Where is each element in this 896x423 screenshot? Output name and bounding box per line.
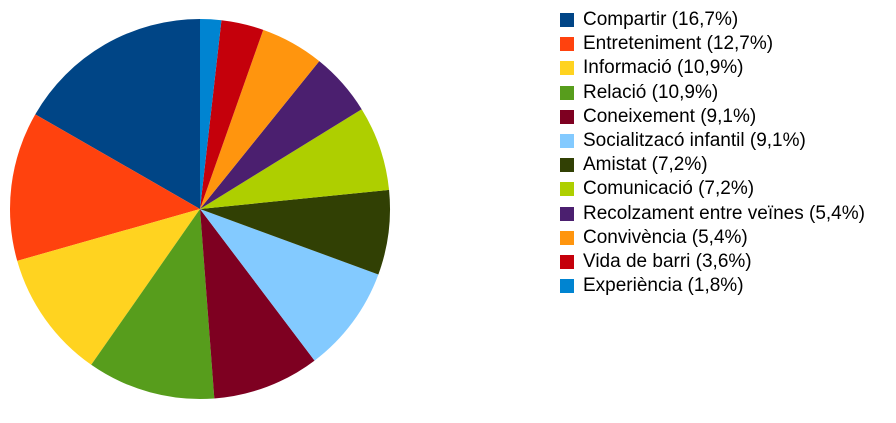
legend-item: Informació (10,9%) [560, 56, 890, 80]
pie-slice [200, 61, 362, 209]
legend-label: Entreteniment (12,7%) [583, 33, 774, 55]
legend-label: Coneixement (9,1%) [583, 105, 757, 127]
legend-swatch [560, 13, 574, 27]
legend-label: Convivència (5,4%) [583, 226, 748, 248]
legend-item: Vida de barri (3,6%) [560, 250, 890, 274]
legend-swatch [560, 109, 574, 124]
legend-swatch [560, 61, 574, 76]
legend-swatch [560, 230, 574, 245]
pie-slice [9, 114, 200, 261]
legend-swatch [560, 206, 574, 221]
legend-label: Comunicació (7,2%) [583, 178, 755, 200]
legend-item: Coneixement (9,1%) [560, 105, 890, 129]
legend-swatch [560, 182, 574, 197]
legend-item: Relació (10,9%) [560, 81, 890, 105]
legend-item: Socialitzacó infantil (9,1%) [560, 129, 890, 153]
pie-slice [35, 19, 201, 209]
legend-item: Amistat (7,2%) [560, 153, 890, 177]
pie-area [9, 19, 390, 399]
legend-item: Recolzament entre veïnes (5,4%) [560, 202, 890, 226]
legend-swatch [560, 158, 574, 173]
legend-swatch [560, 279, 574, 294]
pie-slice [200, 19, 222, 209]
legend-swatch [560, 255, 574, 270]
pie-slice [200, 29, 320, 209]
legend-swatch [560, 134, 574, 149]
pie-slice [200, 209, 379, 361]
legend-swatch [560, 85, 574, 100]
pie-slice [200, 189, 390, 275]
legend-label: Experiència (1,8%) [583, 275, 744, 297]
legend-label: Compartir (16,7%) [583, 9, 739, 30]
legend-item: Comunicació (7,2%) [560, 177, 890, 201]
legend-item: Entreteniment (12,7%) [560, 32, 890, 56]
legend-label: Vida de barri (3,6%) [583, 251, 752, 273]
legend: Compartir (16,7%) Entreteniment (12,7%) In… [560, 8, 890, 298]
legend-label: Relació (10,9%) [583, 81, 719, 103]
pie-slice [200, 109, 390, 209]
legend-swatch [560, 37, 574, 52]
legend-label: Recolzament entre veïnes (5,4%) [583, 202, 865, 224]
legend-label: Amistat (7,2%) [583, 154, 708, 176]
legend-label: Informació (10,9%) [583, 57, 744, 79]
pie-slice [200, 20, 264, 209]
legend-label: Socialitzacó infantil (9,1%) [583, 130, 806, 152]
pie-slice [17, 209, 201, 365]
legend-item: Experiència (1,8%) [560, 274, 890, 298]
legend-item: Convivència (5,4%) [560, 226, 890, 250]
pie-slice [200, 209, 315, 399]
legend-item: Compartir (16,7%) [560, 8, 890, 32]
pie-slice [91, 209, 215, 399]
